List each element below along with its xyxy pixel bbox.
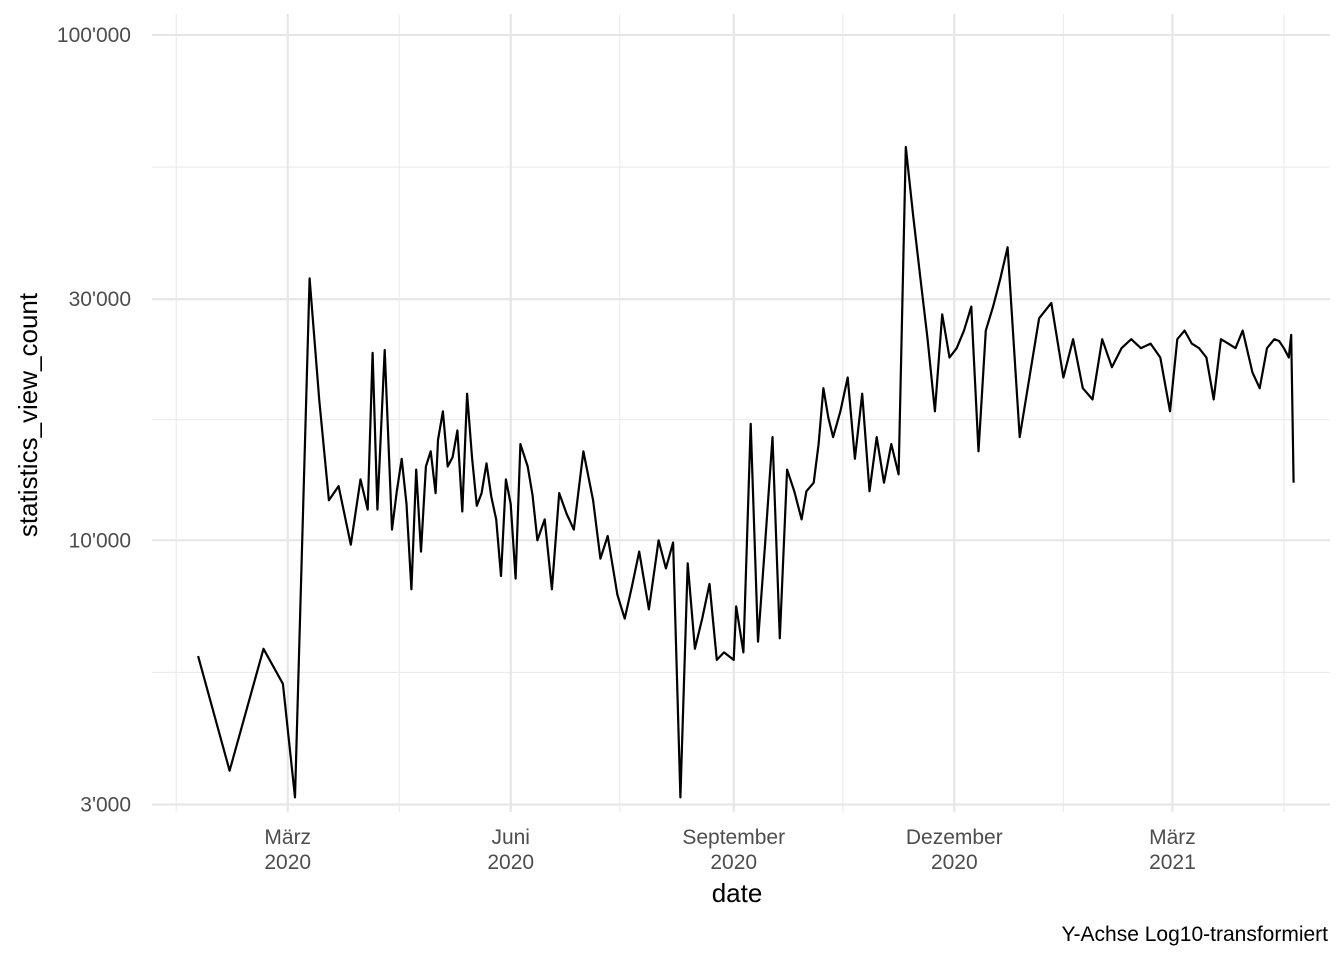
x-axis-title: date [712, 878, 763, 908]
x-tick-label-month: März [264, 826, 311, 849]
x-tick-label-year: 2020 [264, 851, 311, 874]
y-tick-label: 100'000 [57, 24, 131, 47]
x-tick-label-month: März [1149, 826, 1196, 849]
y-tick-label: 10'000 [69, 529, 131, 552]
minor-gridlines [152, 14, 1330, 812]
x-tick-label-month: September [682, 826, 785, 849]
major-gridlines [152, 14, 1330, 812]
y-axis-title: statistics_view_count [13, 292, 43, 537]
x-axis-tick-labels: März2020Juni2020September2020Dezember202… [264, 826, 1195, 874]
x-tick-label-year: 2020 [487, 851, 534, 874]
y-tick-label: 30'000 [69, 288, 131, 311]
series-layer [197, 145, 1295, 799]
y-axis-tick-labels: 3'000 10'000 30'000 100'000 [57, 24, 131, 817]
series-line [197, 145, 1295, 799]
chart-caption: Y-Achse Log10-transformiert [1061, 923, 1328, 946]
x-tick-label-month: Dezember [906, 826, 1003, 849]
y-tick-label: 3'000 [80, 794, 131, 817]
x-tick-label-year: 2021 [1149, 851, 1196, 874]
x-tick-label-year: 2020 [931, 851, 978, 874]
x-tick-label-year: 2020 [710, 851, 757, 874]
x-tick-label-month: Juni [491, 826, 530, 849]
